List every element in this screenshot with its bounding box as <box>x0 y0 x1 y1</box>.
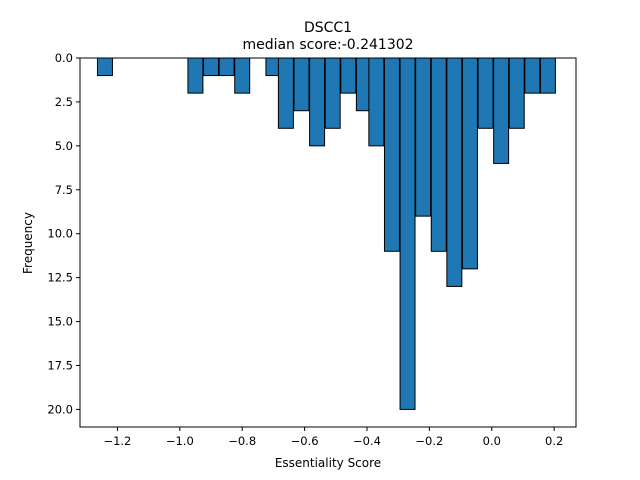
y-tick-label: 15.0 <box>47 315 73 329</box>
x-tick-label: −0.8 <box>228 434 256 448</box>
y-axis-label: Frequency <box>21 212 35 274</box>
histogram-bar <box>340 57 357 94</box>
histogram-bar <box>493 57 510 164</box>
histogram-bar <box>277 57 294 129</box>
histogram-bar <box>293 57 310 112</box>
histogram-bar <box>477 57 494 129</box>
chart-title: DSCC1 <box>304 20 352 36</box>
histogram-bar <box>218 57 235 77</box>
x-axis: −1.2 −1.0 −0.8 −0.6 −0.4 −0.2 0.0 0.2 <box>103 427 563 448</box>
histogram-bar <box>415 57 432 217</box>
x-tick-label: −0.4 <box>353 434 381 448</box>
histogram-bar <box>383 57 400 252</box>
histogram-bar <box>524 57 541 94</box>
y-tick-label: 7.5 <box>55 183 73 197</box>
histogram-bar <box>399 57 416 410</box>
histogram-bar <box>309 57 326 147</box>
histogram-bar <box>203 57 220 77</box>
x-tick-label: −1.2 <box>103 434 131 448</box>
histogram-bars <box>96 57 556 410</box>
x-tick-label: 0.2 <box>545 434 563 448</box>
y-tick-label: 0.0 <box>55 51 73 65</box>
x-tick-label: 0.0 <box>483 434 501 448</box>
y-tick-label: 5.0 <box>55 139 73 153</box>
histogram-bar <box>368 57 385 147</box>
y-tick-label: 10.0 <box>47 227 73 241</box>
y-tick-label: 20.0 <box>47 402 73 416</box>
histogram-bar <box>234 57 251 94</box>
plot-frame <box>79 57 577 428</box>
chart-subtitle: median score:-0.241302 <box>242 37 413 53</box>
histogram-bar <box>430 57 447 252</box>
histogram-bar <box>461 57 478 270</box>
y-axis: 0.0 2.5 5.0 7.5 10.0 12.5 15.0 17.5 20.0 <box>47 51 80 416</box>
histogram-bar <box>96 57 113 77</box>
histogram-bar <box>508 57 525 129</box>
histogram-bar <box>187 57 204 94</box>
histogram-bar <box>446 57 463 287</box>
histogram-bar <box>539 57 556 94</box>
y-tick-label: 2.5 <box>55 95 73 109</box>
x-tick-label: −0.6 <box>291 434 319 448</box>
x-axis-label: Essentiality Score <box>275 456 381 470</box>
y-tick-label: 12.5 <box>47 271 73 285</box>
y-tick-label: 17.5 <box>47 359 73 373</box>
histogram-bar <box>324 57 341 129</box>
x-tick-label: −1.0 <box>166 434 194 448</box>
x-tick-label: −0.2 <box>415 434 443 448</box>
